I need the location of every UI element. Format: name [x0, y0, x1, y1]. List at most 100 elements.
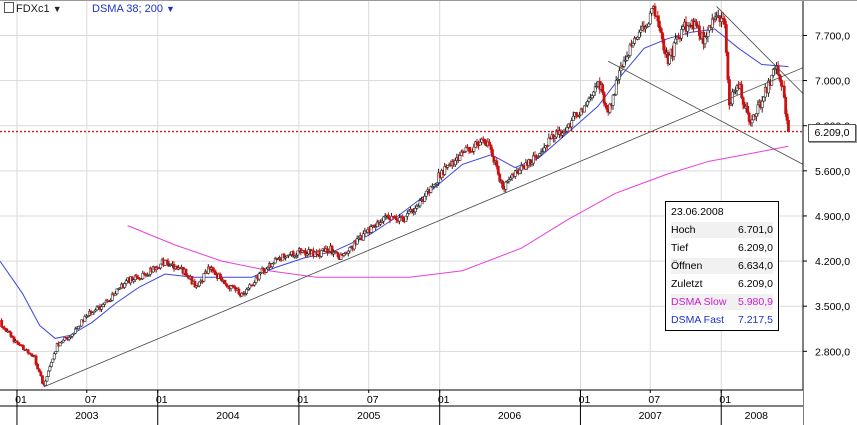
- candle-body: [747, 112, 751, 122]
- candle-body: [51, 358, 55, 363]
- candle-body: [605, 104, 609, 110]
- grid: [0, 0, 803, 390]
- candle-body: [190, 276, 194, 285]
- candle-body: [784, 97, 788, 115]
- data-window: 23.06.2008 Hoch 6.701,0 Tief 6.209,0 Öff…: [665, 201, 779, 331]
- candle-body: [100, 306, 104, 310]
- dsma-fast-label: DSMA Fast: [671, 314, 725, 326]
- trendline: [608, 60, 804, 165]
- symbol-selector[interactable]: FDXc1 ▼: [4, 2, 62, 16]
- candle-body: [561, 132, 564, 136]
- candle-body: [101, 304, 105, 307]
- candle-body: [36, 363, 40, 370]
- candle-body: [124, 280, 128, 284]
- candle-body: [198, 281, 201, 287]
- open-label: Öffnen: [671, 260, 703, 272]
- candle-body: [639, 29, 643, 33]
- candle-body: [776, 65, 780, 75]
- candle-body: [44, 380, 47, 386]
- candle-body: [710, 18, 714, 28]
- candle-body: [706, 29, 710, 37]
- candle-body: [141, 272, 145, 279]
- candle-body: [771, 69, 775, 76]
- candle-body: [284, 256, 287, 259]
- candle-body: [631, 43, 635, 47]
- x-tick-label: 01: [297, 394, 309, 406]
- candle-body: [163, 259, 167, 266]
- candle-body: [202, 273, 206, 282]
- candle-body: [22, 345, 25, 351]
- candle-body: [653, 5, 657, 17]
- candle-body: [429, 186, 433, 193]
- candle-body: [75, 328, 79, 331]
- candle-body: [218, 273, 222, 279]
- candle-body: [184, 268, 188, 276]
- candle-body: [659, 27, 663, 33]
- candle-body: [257, 273, 261, 280]
- candle-body: [611, 94, 615, 106]
- close-value: 6.209,0: [737, 278, 773, 290]
- trendline: [43, 67, 804, 388]
- indicator-selector[interactable]: DSMA 38; 200 ▼: [92, 2, 175, 16]
- candle-body: [214, 271, 218, 276]
- candle-body: [103, 302, 107, 305]
- candle-body: [660, 32, 664, 40]
- candle-body: [253, 282, 256, 286]
- candle-body: [394, 217, 398, 220]
- candle-body: [536, 155, 540, 158]
- chart-icon: [4, 2, 14, 13]
- candle-body: [319, 250, 323, 257]
- candle-body: [270, 263, 274, 268]
- candle-body: [601, 84, 605, 93]
- caret-down-icon: ▼: [52, 4, 62, 14]
- candle-body: [571, 115, 575, 121]
- candle-body: [746, 105, 750, 114]
- candle-body: [637, 31, 641, 38]
- high-label: Hoch: [671, 224, 696, 236]
- candle-body: [489, 144, 493, 150]
- candle-body: [695, 21, 698, 27]
- candle-body: [475, 141, 479, 146]
- candle-body: [61, 339, 65, 343]
- candle-body: [407, 210, 411, 214]
- candle-body: [662, 38, 666, 51]
- candle-body: [541, 151, 545, 153]
- candle-body: [570, 120, 574, 128]
- low-label: Tief: [671, 242, 689, 254]
- candle-body: [723, 18, 727, 25]
- y-axis-panel: [803, 0, 857, 425]
- candle-body: [495, 160, 499, 167]
- candle-body: [339, 254, 343, 260]
- candle-body: [26, 349, 30, 354]
- candle-body: [15, 340, 19, 343]
- candle-body: [123, 283, 127, 288]
- row-dsma-fast: DSMA Fast 7.217,5: [671, 312, 773, 328]
- candle-body: [644, 26, 647, 30]
- candle-body: [74, 328, 77, 334]
- candle-body: [362, 233, 365, 241]
- row-close: Zuletzt 6.209,0: [671, 276, 773, 292]
- y-tick-label: 5.600,0: [815, 166, 850, 178]
- candle-body: [538, 153, 542, 157]
- candle-body: [698, 25, 701, 36]
- candle-body: [740, 84, 744, 98]
- candle-body: [424, 190, 428, 197]
- candle-body: [674, 38, 678, 44]
- candle-body: [47, 370, 50, 377]
- last-price-tag: 6.209,0: [808, 124, 856, 142]
- date-label: 23.06.2008: [671, 206, 724, 218]
- candle-body: [237, 288, 241, 295]
- candle-body: [458, 155, 462, 161]
- candle-body: [491, 149, 494, 157]
- candle-body: [54, 351, 58, 354]
- candlesticks: [0, 3, 790, 387]
- candle-body: [118, 287, 122, 290]
- y-tick-label: 4.900,0: [815, 211, 850, 223]
- candle-body: [498, 173, 502, 182]
- dsma-slow-line: [127, 145, 789, 278]
- candle-body: [48, 366, 52, 372]
- candle-body: [787, 120, 790, 132]
- dsma-slow-value: 5.980,9: [737, 296, 773, 308]
